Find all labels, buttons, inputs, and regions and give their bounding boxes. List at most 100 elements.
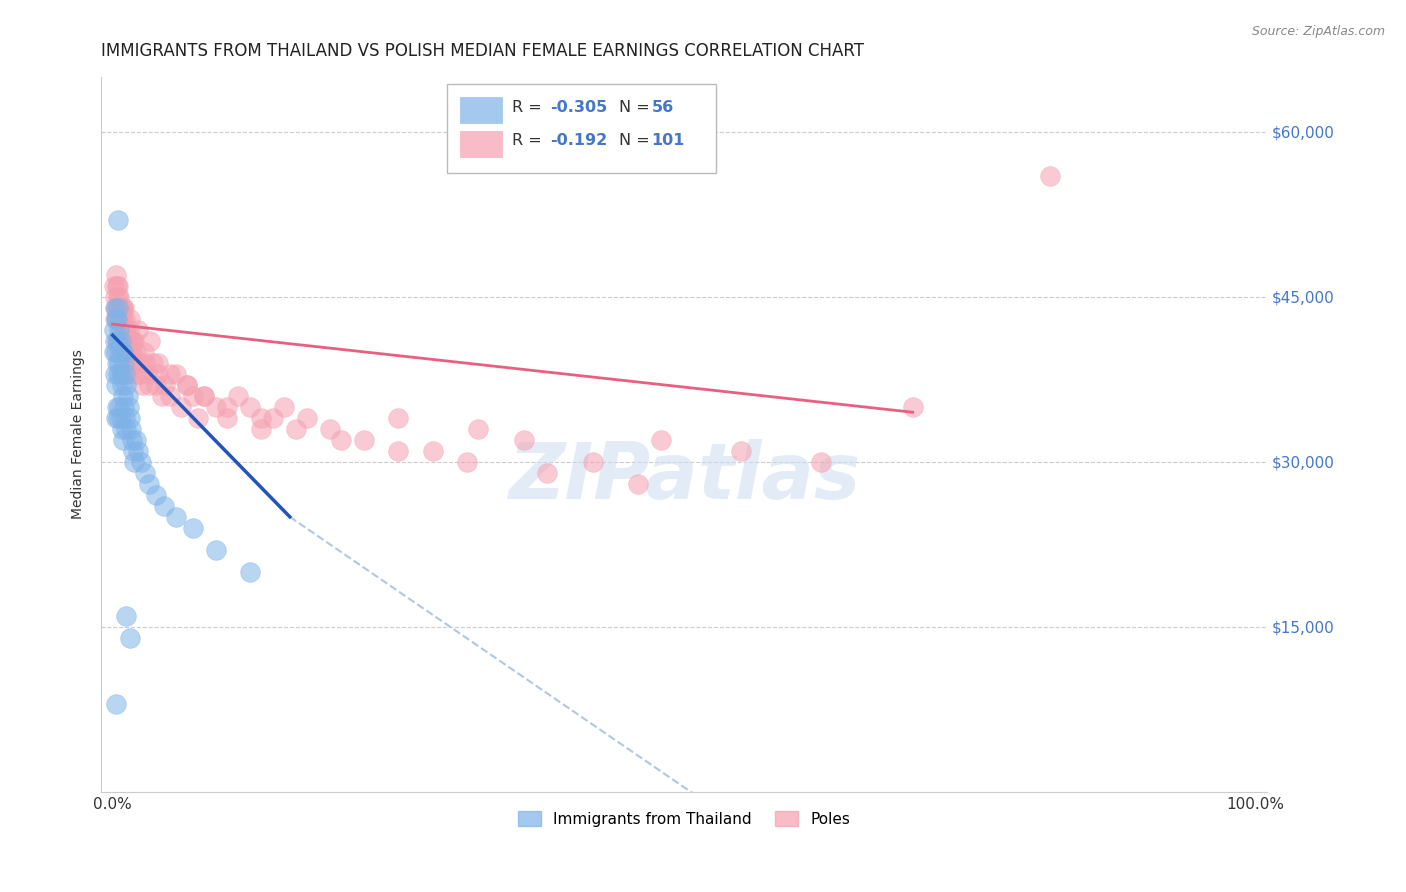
- Text: 56: 56: [651, 100, 673, 115]
- Point: [132, 344, 155, 359]
- Point: [105, 311, 128, 326]
- Text: 101: 101: [651, 134, 685, 148]
- Point: [295, 410, 318, 425]
- Point: [125, 367, 148, 381]
- Point: [901, 400, 924, 414]
- Point: [153, 499, 176, 513]
- Point: [250, 422, 273, 436]
- Point: [138, 476, 160, 491]
- Point: [103, 323, 125, 337]
- Point: [105, 278, 128, 293]
- Point: [104, 301, 127, 315]
- Y-axis label: Median Female Earnings: Median Female Earnings: [72, 350, 86, 519]
- Point: [387, 410, 409, 425]
- Point: [108, 323, 131, 337]
- Point: [115, 323, 138, 337]
- Point: [810, 455, 832, 469]
- Point: [111, 367, 134, 381]
- Point: [273, 400, 295, 414]
- Point: [165, 367, 187, 381]
- Point: [155, 377, 177, 392]
- Point: [650, 433, 672, 447]
- Point: [111, 377, 134, 392]
- Point: [111, 344, 134, 359]
- Text: -0.305: -0.305: [550, 100, 607, 115]
- Point: [117, 400, 139, 414]
- FancyBboxPatch shape: [460, 131, 502, 157]
- Point: [129, 455, 152, 469]
- Point: [124, 433, 146, 447]
- Point: [107, 301, 129, 315]
- Text: N =: N =: [619, 100, 655, 115]
- Point: [250, 410, 273, 425]
- Point: [122, 443, 145, 458]
- Point: [110, 301, 132, 315]
- Point: [239, 565, 262, 579]
- Point: [145, 377, 167, 392]
- Point: [215, 410, 238, 425]
- Point: [1039, 169, 1062, 183]
- Point: [118, 631, 141, 645]
- Point: [134, 466, 156, 480]
- Point: [107, 334, 129, 348]
- Point: [107, 290, 129, 304]
- Point: [387, 443, 409, 458]
- Point: [127, 443, 149, 458]
- Point: [117, 367, 139, 381]
- Point: [456, 455, 478, 469]
- Point: [176, 377, 198, 392]
- Point: [122, 356, 145, 370]
- Point: [114, 344, 136, 359]
- Point: [422, 443, 444, 458]
- Point: [115, 608, 138, 623]
- Point: [117, 334, 139, 348]
- Point: [513, 433, 536, 447]
- Point: [121, 433, 143, 447]
- Point: [118, 410, 141, 425]
- Point: [115, 323, 138, 337]
- Point: [330, 433, 353, 447]
- Point: [124, 344, 146, 359]
- Point: [110, 410, 132, 425]
- Point: [107, 334, 129, 348]
- Point: [107, 212, 129, 227]
- Text: R =: R =: [512, 100, 547, 115]
- Point: [107, 278, 129, 293]
- Point: [127, 323, 149, 337]
- Point: [105, 410, 128, 425]
- Point: [111, 367, 134, 381]
- Point: [145, 488, 167, 502]
- Point: [115, 422, 138, 436]
- Point: [353, 433, 375, 447]
- Point: [108, 344, 131, 359]
- Point: [124, 334, 146, 348]
- Point: [105, 697, 128, 711]
- Point: [108, 290, 131, 304]
- Point: [105, 377, 128, 392]
- Point: [124, 455, 146, 469]
- Point: [122, 334, 145, 348]
- Text: Source: ZipAtlas.com: Source: ZipAtlas.com: [1251, 25, 1385, 38]
- Point: [107, 367, 129, 381]
- Point: [110, 344, 132, 359]
- Point: [181, 389, 204, 403]
- Text: R =: R =: [512, 134, 547, 148]
- Text: -0.192: -0.192: [550, 134, 607, 148]
- Point: [319, 422, 342, 436]
- Point: [131, 377, 153, 392]
- Point: [117, 356, 139, 370]
- Point: [139, 334, 162, 348]
- Point: [111, 389, 134, 403]
- Point: [108, 400, 131, 414]
- Point: [105, 311, 128, 326]
- Point: [111, 433, 134, 447]
- Point: [127, 356, 149, 370]
- Point: [117, 389, 139, 403]
- Point: [193, 389, 215, 403]
- Point: [204, 542, 226, 557]
- Point: [112, 334, 135, 348]
- Point: [115, 377, 138, 392]
- Point: [134, 356, 156, 370]
- Point: [215, 400, 238, 414]
- Point: [110, 334, 132, 348]
